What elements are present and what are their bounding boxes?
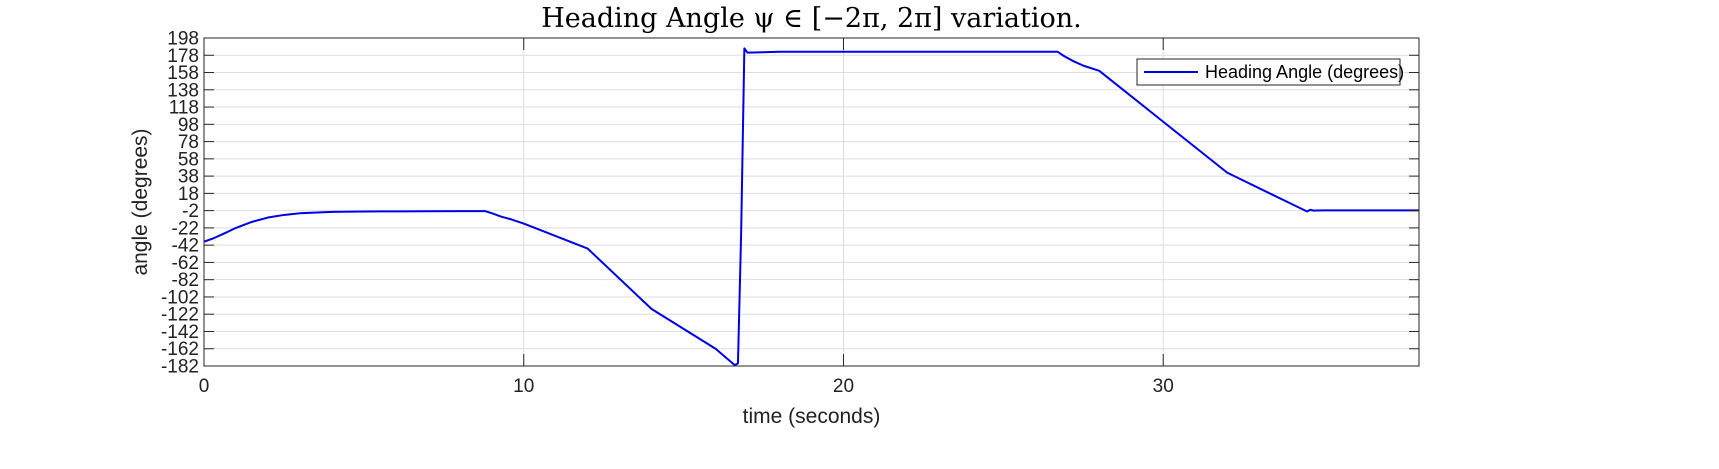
grid-lines: [203, 37, 1419, 367]
chart-title: Heading Angle ψ ∈ [−2π, 2π] variation.: [541, 3, 1081, 34]
x-tick-label: 20: [833, 376, 854, 397]
x-axis-label: time (seconds): [743, 405, 881, 428]
y-tick-label: 158: [167, 63, 199, 84]
y-tick-label: 78: [178, 132, 199, 153]
y-tick-label: 38: [178, 167, 199, 188]
legend-entry-heading-angle: Heading Angle (degrees): [1205, 62, 1404, 82]
y-tick-label: 198: [167, 29, 199, 50]
y-tick-label: -82: [172, 270, 199, 291]
legend: Heading Angle (degrees): [1136, 58, 1404, 86]
y-tick-label: -122: [161, 305, 199, 326]
y-tick-label: -62: [172, 253, 199, 274]
x-tick-label: 10: [513, 376, 534, 397]
x-tick-label: 30: [1153, 376, 1174, 397]
y-axis-ticks: 1981781581381189878583818-2-22-42-62-82-…: [161, 29, 1419, 378]
x-axis-ticks: 0 10 20 30: [199, 38, 1174, 397]
series-line-heading-angle: [203, 47, 1419, 367]
y-tick-label: -182: [161, 357, 199, 378]
y-tick-label: 138: [167, 80, 199, 101]
y-tick-label: -22: [172, 218, 199, 239]
y-tick-label: 118: [169, 98, 199, 119]
y-tick-label: 98: [178, 115, 199, 136]
y-tick-label: 58: [178, 149, 199, 170]
y-tick-label: 18: [178, 184, 199, 205]
y-tick-label: 178: [167, 46, 199, 67]
y-tick-label: -102: [161, 287, 199, 308]
y-tick-label: -2: [182, 201, 199, 222]
y-tick-label: -162: [161, 339, 199, 360]
x-tick-label: 0: [199, 376, 210, 397]
y-tick-label: -142: [161, 322, 199, 343]
y-tick-label: -42: [172, 236, 199, 257]
series-layer: [203, 47, 1419, 367]
y-axis-label: angle (degrees): [129, 128, 152, 275]
plot-frame: [203, 37, 1420, 367]
